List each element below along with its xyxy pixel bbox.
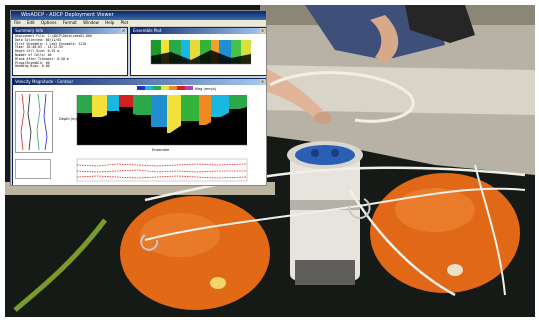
log-line: Time: 10:40:03 - 14:12:55 bbox=[15, 45, 63, 50]
log-line: Data Collected: 06/11/03 bbox=[15, 37, 62, 42]
rope-line-2 bbox=[144, 187, 526, 241]
log-line: Blank After Transmit: 0.50 m bbox=[15, 56, 69, 61]
summary-window[interactable]: Summary Info × Deployment File: C:\ADCP\… bbox=[12, 27, 128, 76]
photo-scene bbox=[5, 5, 535, 317]
log-line: Pings/Ensemble: 60 bbox=[15, 60, 50, 65]
menu-options[interactable]: Options bbox=[41, 20, 57, 25]
log-line: First Ensemble: 1 Last Ensemble: 2210 bbox=[15, 41, 87, 46]
main-menu-bar: File Edit Options Format Window Help Plo… bbox=[11, 20, 266, 26]
log-line: Number of Cells: 40 bbox=[15, 52, 52, 57]
y-axis-caption: Depth (m) bbox=[59, 117, 78, 121]
close-icon[interactable]: × bbox=[260, 28, 265, 33]
ensemble-window-title: Ensemble Plot bbox=[131, 28, 266, 34]
legend-swatch bbox=[15, 159, 51, 179]
menu-file[interactable]: File bbox=[14, 20, 21, 25]
menu-format[interactable]: Format bbox=[62, 20, 77, 25]
reed bbox=[13, 218, 107, 312]
summary-window-title: Summary Info bbox=[13, 28, 127, 34]
person-hand-right bbox=[370, 15, 399, 63]
log-line: Depth Cell Size: 0.25 m bbox=[15, 49, 60, 54]
shoe bbox=[405, 5, 475, 43]
x-axis-caption: Ensemble bbox=[152, 148, 169, 152]
rope-line bbox=[144, 166, 526, 202]
software-inset: WinADCP - ADCP Deployment Viewer File Ed… bbox=[10, 10, 267, 186]
contour-window[interactable]: Velocity Magnitude - Contour × bbox=[12, 78, 266, 185]
instrument-canister bbox=[290, 150, 360, 280]
menu-edit[interactable]: Edit bbox=[26, 20, 35, 25]
person-arm-left bbox=[260, 65, 327, 123]
right-float-cap bbox=[447, 264, 463, 276]
colorbar-caption: Mag (mm/s) bbox=[195, 87, 217, 91]
main-window-title: WinADCP - ADCP Deployment Viewer bbox=[11, 11, 266, 20]
ensemble-plot bbox=[150, 40, 251, 65]
ensemble-window[interactable]: Ensemble Plot × bbox=[130, 27, 266, 76]
boat-gunwale bbox=[260, 65, 535, 115]
rope-coil bbox=[269, 71, 415, 123]
rope-line-3 bbox=[348, 189, 456, 297]
menu-window[interactable]: Window bbox=[83, 20, 99, 25]
log-line: Heading Bias: 0.00 bbox=[15, 64, 50, 69]
person-hand-left bbox=[314, 112, 332, 124]
field-photo: WinADCP - ADCP Deployment Viewer File Ed… bbox=[5, 5, 535, 317]
contour-window-title: Velocity Magnitude - Contour bbox=[13, 79, 266, 85]
close-icon[interactable]: × bbox=[121, 28, 126, 33]
menu-help[interactable]: Help bbox=[105, 20, 115, 25]
left-float-cap bbox=[210, 277, 226, 289]
profile-panel bbox=[15, 91, 53, 153]
transducer-head bbox=[295, 145, 355, 165]
summary-text: Deployment File: C:\ADCP\Data\Lake01.000… bbox=[13, 34, 127, 70]
close-icon[interactable]: × bbox=[260, 79, 265, 84]
menu-plot[interactable]: Plot bbox=[120, 20, 129, 25]
rope-line-4 bbox=[474, 164, 506, 296]
contour-plot: Mag (mm/s) Ens bbox=[59, 86, 248, 182]
log-line: Deployment File: C:\ADCP\Data\Lake01.000 bbox=[15, 34, 92, 38]
